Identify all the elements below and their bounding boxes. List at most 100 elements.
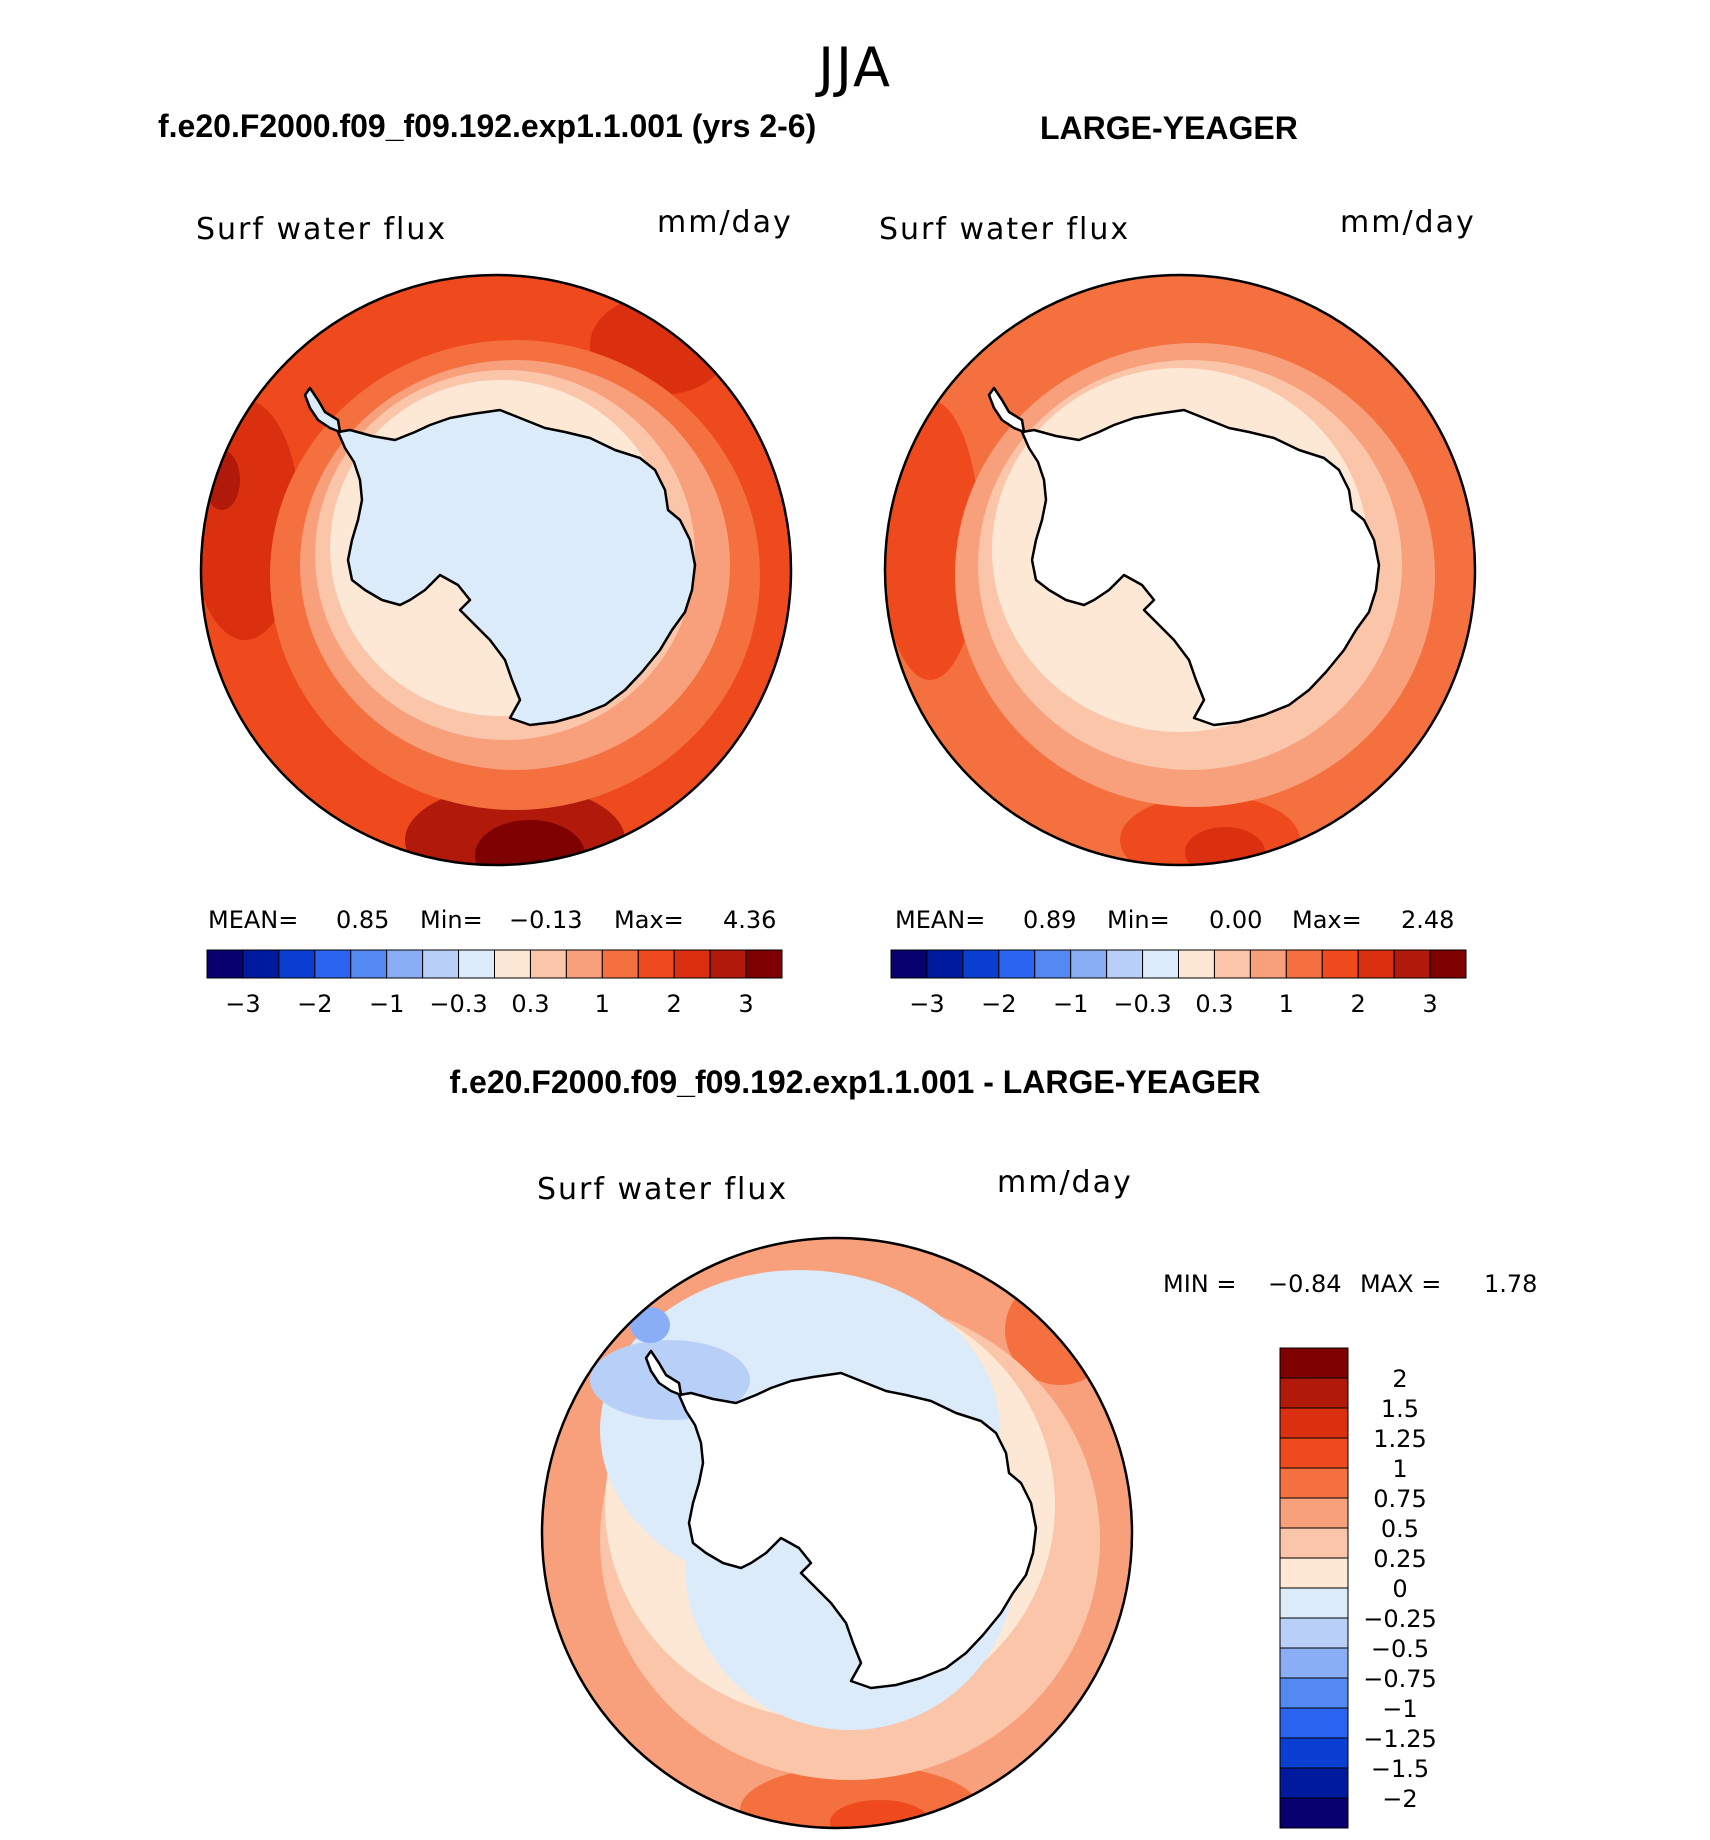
diff-colorbar-swatch [1279, 1437, 1349, 1469]
case-max-label: Max= [614, 906, 684, 934]
obs-colorbar-swatch [1178, 949, 1215, 979]
obs-min-label: Min= [1107, 906, 1170, 934]
diff-colorbar-swatch [1279, 1707, 1349, 1739]
diff-min-label: MIN = [1163, 1270, 1237, 1298]
obs-antarctica-fill [1020, 408, 1381, 727]
obs-colorbar-swatch [1142, 949, 1179, 979]
case-title: f.e20.F2000.f09_f09.192.exp1.1.001 (yrs … [158, 108, 817, 144]
obs-colorbar-tick-label: 3 [1422, 990, 1438, 1018]
diff-colorbar-tick-label: 1 [1392, 1455, 1408, 1483]
case-variable-label: Surf water flux [196, 212, 448, 247]
case-colorbar-tick-label: −3 [225, 990, 261, 1018]
case-colorbar-swatch [529, 949, 567, 979]
case-colorbar-tick-label: −1 [368, 990, 405, 1018]
obs-colorbar-swatch [1034, 949, 1072, 979]
diff-colorbar-tick-label: 0.75 [1373, 1485, 1427, 1513]
diff-variable-label: Surf water flux [537, 1172, 789, 1207]
obs-colorbar-tick-label: −2 [981, 990, 1017, 1018]
diff-colorbar-tick-label: 2 [1392, 1365, 1408, 1393]
diff-colorbar-tick-label: −0.25 [1363, 1605, 1437, 1633]
obs-colorbar-swatch [890, 949, 928, 979]
case-units-label: mm/day [657, 205, 793, 240]
case-colorbar-swatch [278, 949, 316, 979]
diff-colorbar-tick-label: 1.5 [1380, 1395, 1420, 1423]
obs-colorbar-swatch [1429, 949, 1467, 979]
obs-colorbar-swatch [1285, 949, 1323, 979]
obs-colorbar-tick-label: −3 [909, 990, 945, 1018]
obs-colorbar-tick-label: 1 [1278, 990, 1294, 1018]
case-mean-value: 0.85 [336, 906, 390, 934]
diff-colorbar-swatch [1279, 1497, 1349, 1529]
diff-map-border [540, 1236, 1134, 1830]
diff-colorbar-swatch [1279, 1407, 1349, 1439]
case-colorbar-tick-label: 0.3 [511, 990, 550, 1018]
diff-colorbar-tick-label: −1.25 [1363, 1725, 1437, 1753]
obs-field-south-core [1185, 827, 1265, 865]
diff-max-value: 1.78 [1484, 1270, 1538, 1298]
obs-title: LARGE-YEAGER [1040, 110, 1298, 146]
diff-colorbar [1279, 1347, 1349, 1829]
obs-colorbar-swatch [1249, 949, 1287, 979]
case-colorbar-swatch [745, 949, 783, 979]
obs-mean-label: MEAN= [895, 906, 986, 934]
case-colorbar-swatch [386, 949, 424, 979]
obs-colorbar-swatch [1106, 949, 1144, 979]
diff-colorbar-swatch [1279, 1767, 1349, 1799]
diff-colorbar-swatch [1279, 1737, 1349, 1769]
case-colorbar-swatch [673, 949, 711, 979]
diff-max-label: MAX = [1360, 1270, 1442, 1298]
case-colorbar-swatch [242, 949, 280, 979]
case-colorbar-swatch [458, 949, 495, 979]
diff-colorbar-swatch [1279, 1587, 1349, 1619]
diff-field-south-core [830, 1800, 930, 1828]
obs-units-label: mm/day [1340, 205, 1476, 240]
obs-colorbar-tick-label: −1 [1052, 990, 1089, 1018]
case-map-border [199, 273, 793, 867]
diff-colorbar-tick-label: −2 [1382, 1785, 1418, 1813]
case-colorbar-swatch [565, 949, 603, 979]
diff-peninsula [644, 1349, 683, 1397]
case-colorbar-swatch [206, 949, 244, 979]
obs-colorbar-swatch [1213, 949, 1251, 979]
diff-colorbar-swatch [1279, 1377, 1349, 1409]
obs-colorbar [890, 949, 1467, 979]
diff-colorbar-swatch [1279, 1527, 1349, 1559]
case-field-max-core [475, 820, 585, 865]
obs-min-value: 0.00 [1209, 906, 1263, 934]
case-colorbar-tick-label: −2 [297, 990, 333, 1018]
diff-polar-map [542, 1238, 1132, 1828]
diff-colorbar-tick-label: 1.25 [1373, 1425, 1427, 1453]
obs-colorbar-swatch [926, 949, 964, 979]
diff-colorbar-tick-label: 0 [1392, 1575, 1408, 1603]
obs-colorbar-swatch [962, 949, 1000, 979]
diff-colorbar-tick-label: −1 [1382, 1695, 1418, 1723]
case-peninsula [303, 386, 342, 434]
case-colorbar-swatch [637, 949, 675, 979]
case-max-value: 4.36 [723, 906, 777, 934]
case-colorbar-tick-label: 1 [594, 990, 610, 1018]
obs-field-west [885, 400, 980, 680]
diff-colorbar-tick-label: 0.25 [1373, 1545, 1427, 1573]
case-colorbar-tick-label: 2 [666, 990, 682, 1018]
case-colorbar [206, 949, 783, 979]
diff-colorbar-tick-label: −0.75 [1363, 1665, 1437, 1693]
case-colorbar-swatch [422, 949, 460, 979]
case-colorbar-swatch [601, 949, 639, 979]
case-min-value: −0.13 [509, 906, 583, 934]
case-colorbar-swatch [494, 949, 531, 979]
case-colorbar-swatch [709, 949, 747, 979]
obs-max-label: Max= [1292, 906, 1362, 934]
season-title: JJA [818, 36, 892, 99]
difference-title: f.e20.F2000.f09_f09.192.exp1.1.001 - LAR… [449, 1064, 1261, 1100]
obs-colorbar-swatch [1070, 949, 1108, 979]
diff-colorbar-swatch [1279, 1677, 1349, 1709]
obs-peninsula [987, 386, 1026, 434]
obs-colorbar-tick-label: 0.3 [1195, 990, 1234, 1018]
diff-units-label: mm/day [997, 1165, 1133, 1200]
obs-colorbar-tick-label: −0.3 [1113, 990, 1172, 1018]
diff-colorbar-tick-label: −1.5 [1370, 1755, 1430, 1783]
obs-mean-value: 0.89 [1023, 906, 1077, 934]
case-colorbar-swatch [350, 949, 388, 979]
obs-polar-map [885, 275, 1475, 865]
